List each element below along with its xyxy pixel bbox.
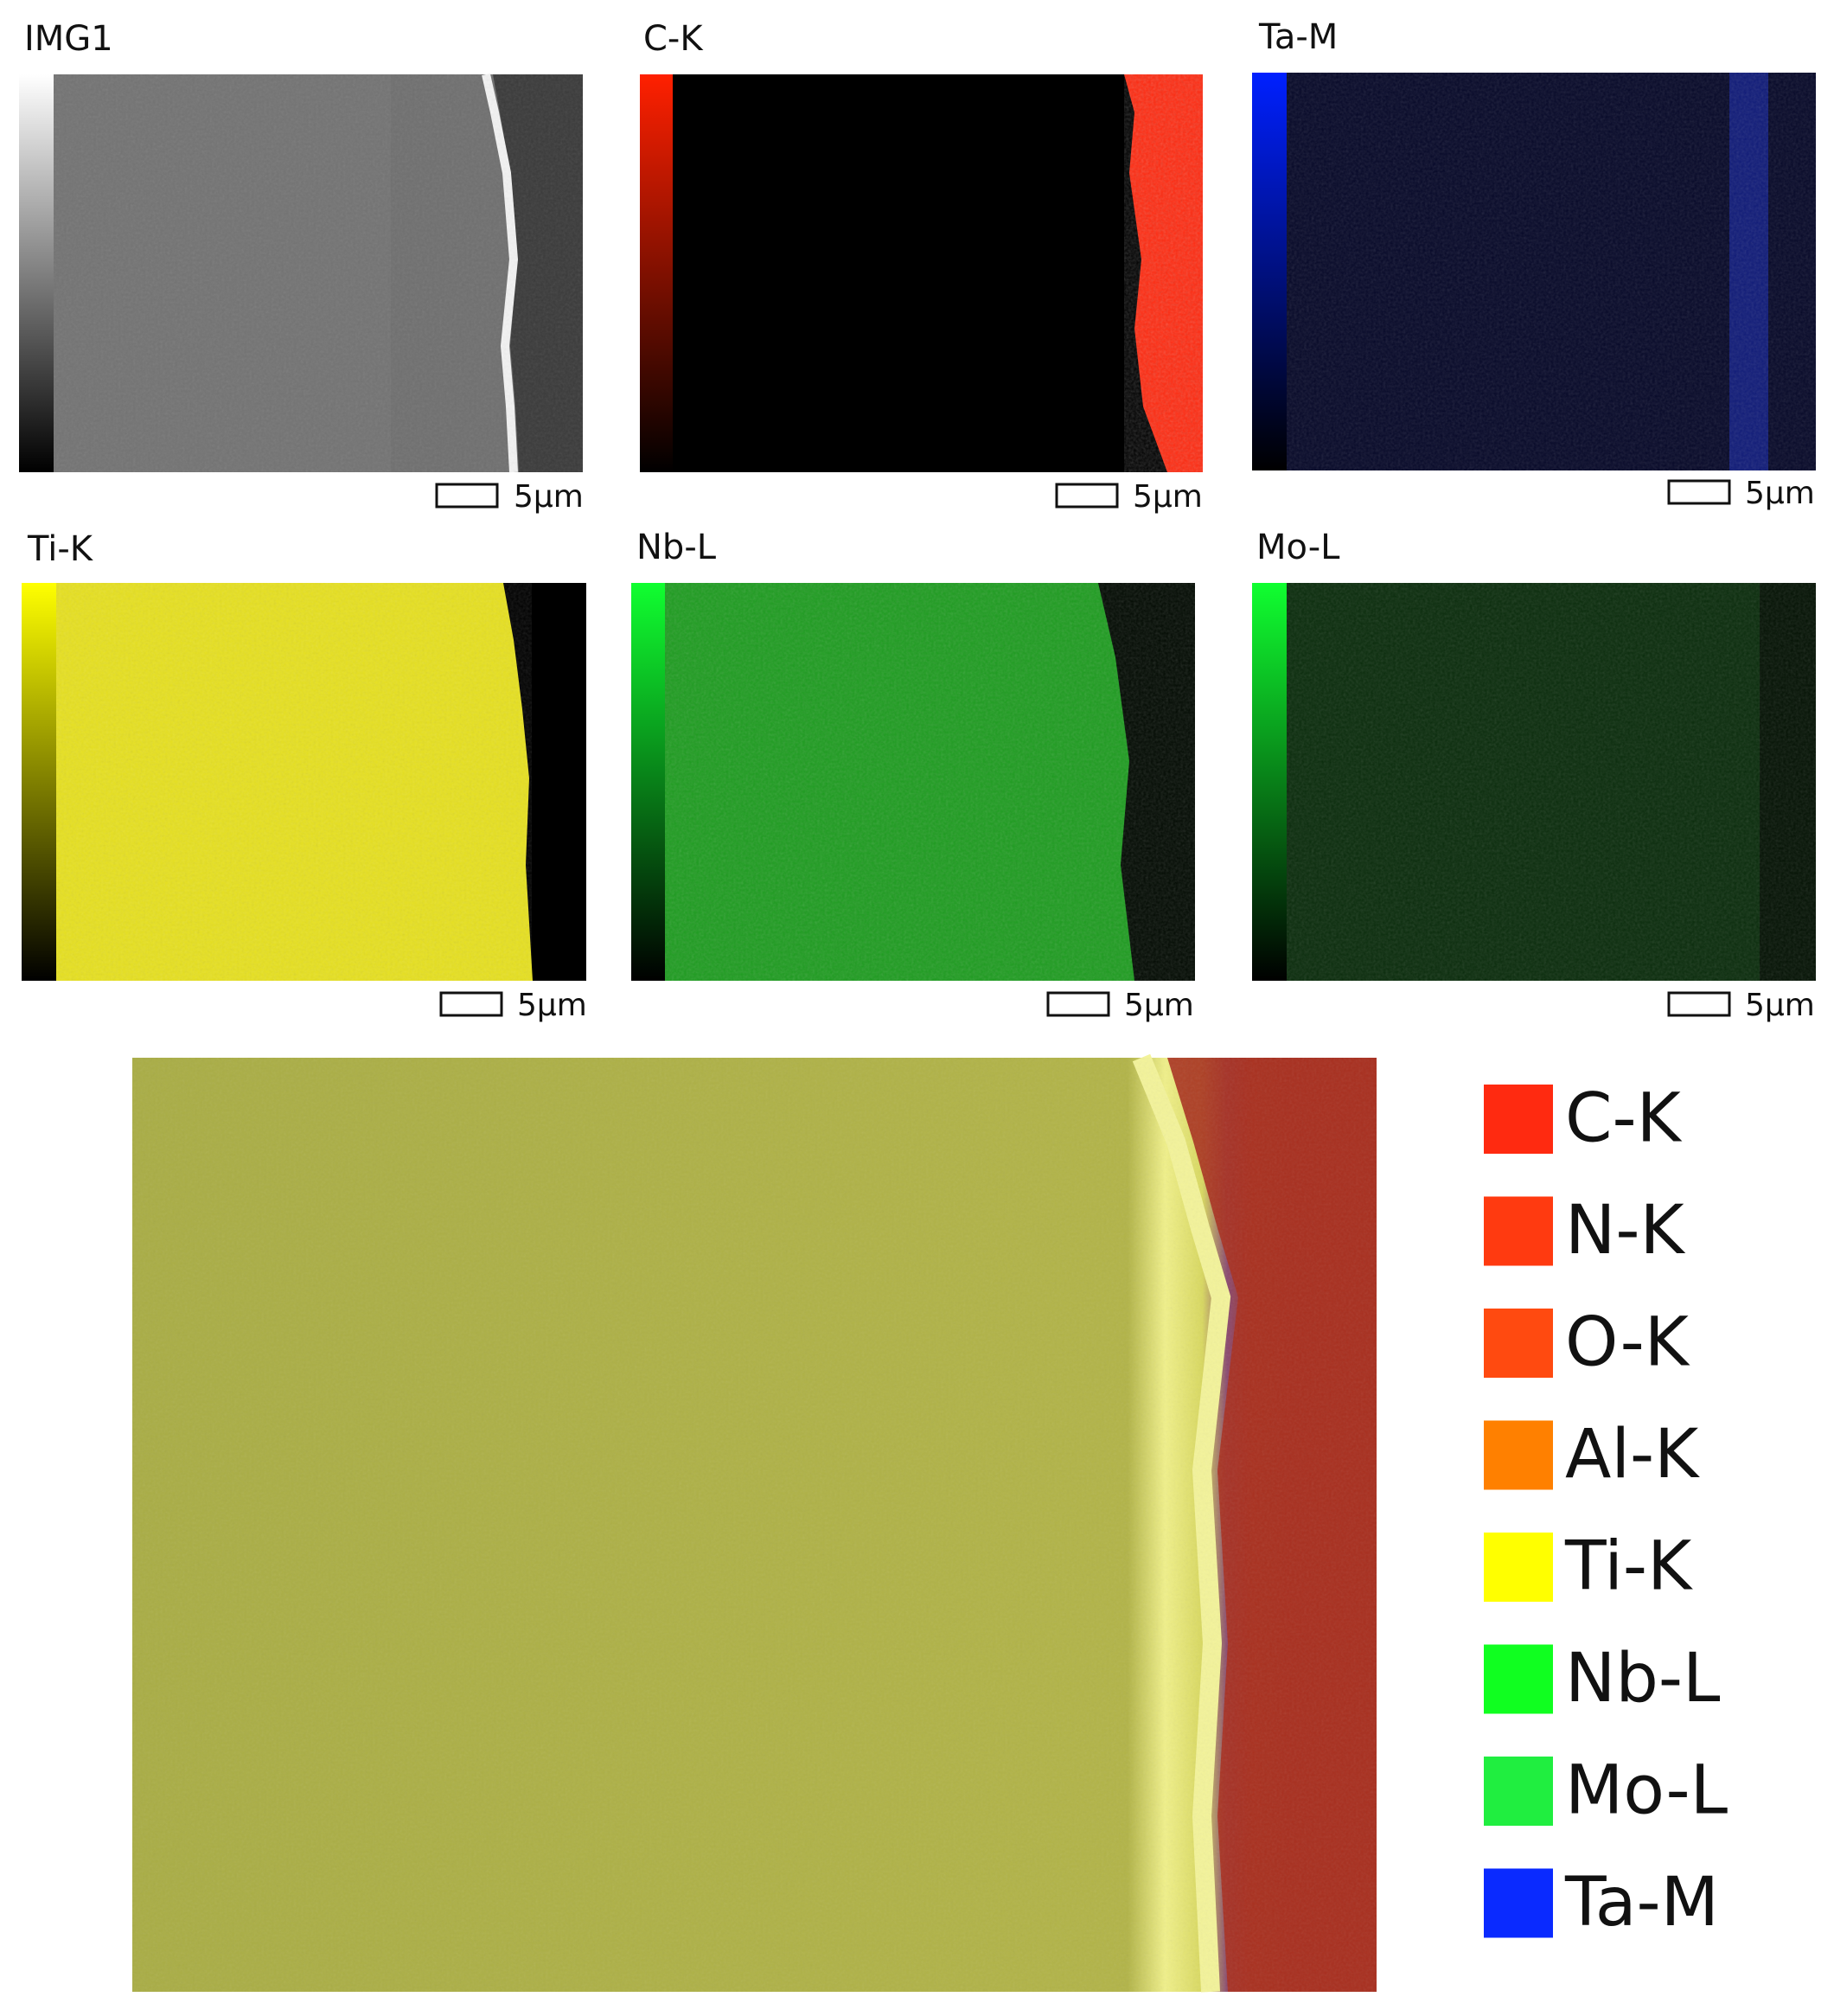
colorbar [22, 583, 56, 981]
legend-label: Nb-L [1565, 1640, 1721, 1718]
map-texture [1124, 74, 1203, 472]
colorbar [640, 74, 673, 472]
scale-bar [1667, 479, 1731, 505]
scale-label: 5µm [1745, 476, 1815, 511]
legend-label: N-K [1565, 1192, 1685, 1270]
legend-swatch [1484, 1644, 1553, 1714]
map-texture [54, 74, 583, 472]
panel: Ti-K 5µm [22, 529, 587, 1023]
scale-label: 5µm [1133, 479, 1203, 515]
scale-label: 5µm [514, 479, 584, 515]
scale-bar [1046, 991, 1110, 1017]
panel-label: Ti-K [27, 529, 94, 569]
scale-bar [1667, 991, 1731, 1017]
composite-texture [132, 1058, 1377, 1992]
scale-bar [435, 483, 499, 509]
composite-map [132, 1053, 1377, 1993]
scale-bar [1055, 483, 1119, 509]
panel-label: Ta-M [1258, 17, 1338, 57]
colorbar [1252, 583, 1287, 981]
scale-label: 5µm [1124, 988, 1194, 1023]
panel: Ta-M 5µm [1252, 17, 1816, 511]
legend: C-K N-K O-K Al-K Ti-K Nb-L Mo-L Ta-M [1484, 1079, 1729, 1942]
panel-label: Nb-L [636, 528, 717, 567]
legend-swatch [1484, 1533, 1553, 1602]
legend-swatch [1484, 1196, 1553, 1266]
colorbar [631, 583, 665, 981]
map-image [673, 74, 1203, 472]
panel: IMG1 5µm [19, 19, 584, 515]
legend-label: O-K [1565, 1303, 1690, 1381]
legend-label: Mo-L [1565, 1751, 1729, 1829]
legend-swatch [1484, 1868, 1553, 1938]
panel-label: Mo-L [1256, 528, 1340, 567]
legend-label: Ta-M [1564, 1864, 1719, 1942]
colorbar [1252, 73, 1287, 470]
legend-swatch [1484, 1757, 1553, 1826]
scale-label: 5µm [517, 988, 587, 1023]
scale-bar [439, 991, 503, 1017]
map-texture [665, 583, 1195, 981]
legend-swatch [1484, 1085, 1553, 1154]
panel: Mo-L 5µm [1252, 528, 1816, 1023]
map-texture [56, 583, 532, 981]
legend-swatch [1484, 1309, 1553, 1378]
map-texture [1287, 583, 1816, 981]
panel: Nb-L 5µm [631, 528, 1195, 1023]
legend-swatch [1484, 1420, 1553, 1490]
colorbar [19, 74, 54, 472]
panel: C-K 5µm [640, 19, 1203, 515]
map-texture [1287, 73, 1816, 470]
panel-label: C-K [643, 19, 704, 59]
panel-label: IMG1 [24, 19, 113, 59]
legend-label: Al-K [1565, 1416, 1700, 1494]
legend-label: C-K [1565, 1079, 1683, 1157]
scale-label: 5µm [1745, 988, 1815, 1023]
legend-label: Ti-K [1564, 1527, 1693, 1605]
